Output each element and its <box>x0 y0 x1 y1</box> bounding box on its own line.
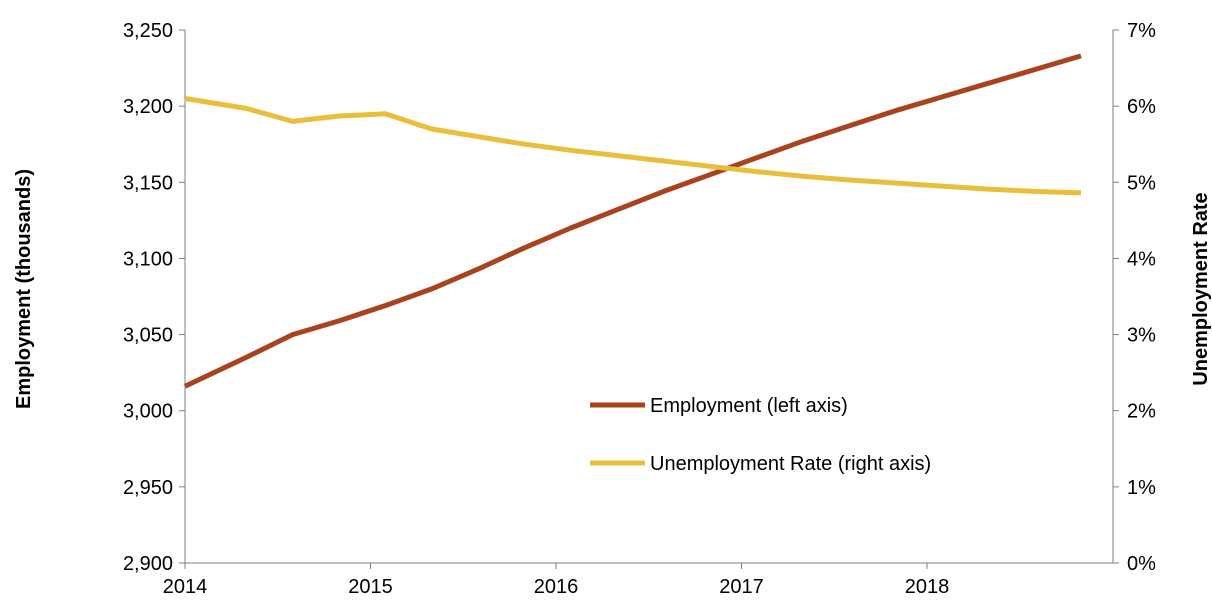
y-axis-right-tick-label: 3% <box>1127 325 1156 347</box>
x-axis-tick-label: 2014 <box>163 576 208 598</box>
y-axis-right-tick-label: 2% <box>1127 401 1156 423</box>
y-axis-right-tick-label: 7% <box>1127 20 1156 42</box>
employment-line <box>183 53 1082 389</box>
x-axis-tick-label: 2018 <box>905 576 950 598</box>
axes: 2,900 2,950 3,000 3,050 3,100 3,150 3,200 3,250… <box>123 20 1156 598</box>
y-axis-left-tick-label: 3,000 <box>123 401 173 423</box>
x-axis-tick-label: 2016 <box>534 576 579 598</box>
y-axis-right-title: Unemployment Rate <box>1190 192 1212 385</box>
y-axis-left-tick-label: 3,050 <box>123 325 173 347</box>
y-axis-right-tick-label: 5% <box>1127 172 1156 194</box>
x-axis-tick-label: 2015 <box>348 576 393 598</box>
unemployment-rate-line <box>184 96 1082 196</box>
y-axis-left-tick-label: 3,100 <box>123 248 173 270</box>
y-axis-left-tick-label: 3,250 <box>123 20 173 42</box>
y-axis-right-tick-label: 0% <box>1127 553 1156 575</box>
legend-label: Unemployment Rate (right axis) <box>650 453 931 475</box>
y-axis-left-tick-label: 3,200 <box>123 96 173 118</box>
series-lines <box>183 53 1082 389</box>
legend: Employment (left axis) Unemployment Rate … <box>590 395 931 475</box>
y-axis-left-tick-label: 2,900 <box>123 553 173 575</box>
x-axis-tick-label: 2017 <box>719 576 764 598</box>
legend-label: Employment (left axis) <box>650 395 848 417</box>
y-axis-left-tick-label: 3,150 <box>123 172 173 194</box>
y-axis-left-title: Employment (thousands) <box>13 169 35 409</box>
y-axis-right-tick-label: 1% <box>1127 477 1156 499</box>
y-axis-left-tick-label: 2,950 <box>123 477 173 499</box>
y-axis-right-tick-label: 4% <box>1127 248 1156 270</box>
y-axis-right-tick-label: 6% <box>1127 96 1156 118</box>
